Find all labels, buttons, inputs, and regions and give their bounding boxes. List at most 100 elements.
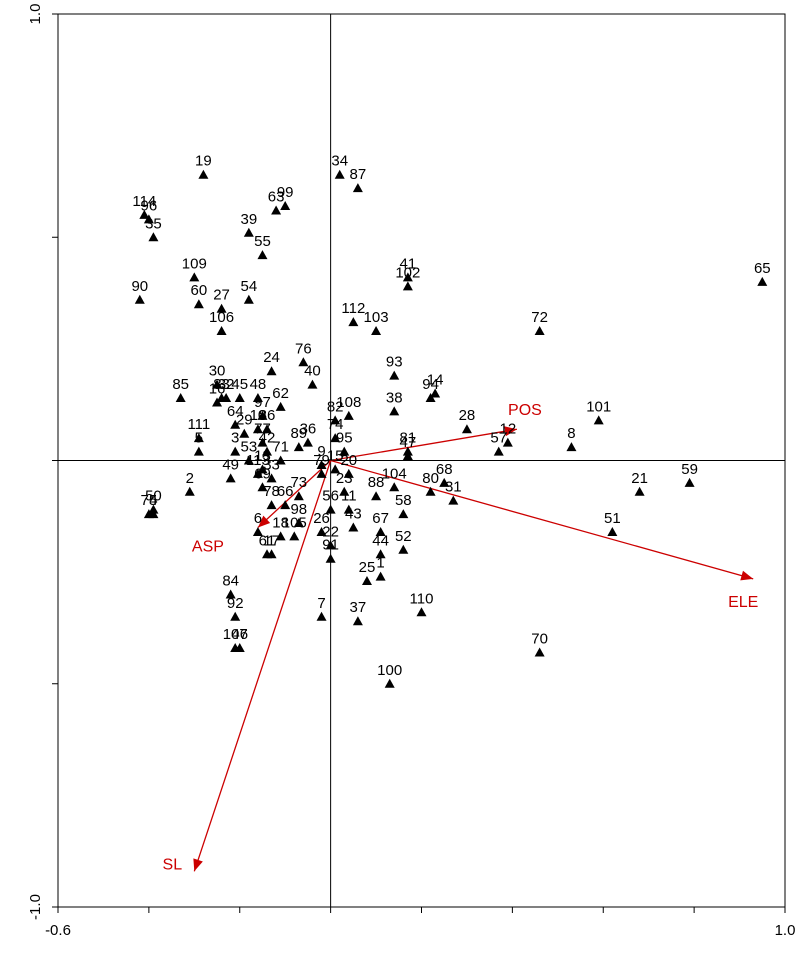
point-marker: [266, 473, 277, 483]
point-marker: [148, 504, 159, 514]
point-label: 112: [341, 300, 365, 317]
point-label: 97: [254, 394, 271, 411]
point-marker: [175, 392, 186, 402]
point-marker: [339, 446, 350, 456]
point-label: 100: [377, 662, 402, 679]
point-label: 26: [313, 510, 330, 527]
point-marker: [439, 477, 450, 487]
point-marker: [316, 611, 327, 621]
point-marker: [289, 531, 300, 541]
point-label: 47: [400, 434, 417, 451]
point-marker: [134, 294, 145, 304]
point-marker: [257, 437, 268, 447]
point-label: 105: [282, 514, 307, 531]
point-label: 1: [376, 555, 384, 572]
point-label: 24: [263, 349, 280, 366]
point-label: 2: [186, 470, 194, 487]
point-marker: [243, 294, 254, 304]
point-label: 27: [213, 287, 230, 304]
point-label: 7: [317, 595, 325, 612]
point-label: 21: [631, 470, 648, 487]
point-marker: [330, 415, 341, 425]
point-marker: [325, 553, 336, 563]
vector-label-asp: ASP: [192, 538, 224, 555]
point-marker: [262, 424, 273, 434]
point-label: 69: [254, 465, 271, 482]
point-marker: [275, 455, 286, 465]
point-marker: [198, 169, 209, 179]
point-marker: [416, 607, 427, 617]
point-label: 110: [410, 590, 434, 607]
point-label: 82: [327, 398, 344, 415]
point-marker: [384, 678, 395, 688]
point-marker: [566, 442, 577, 452]
point-label: 67: [372, 510, 389, 527]
point-label: 37: [350, 599, 367, 616]
point-label: 113: [246, 452, 270, 469]
point-label: 103: [364, 309, 389, 326]
point-label: 83: [213, 376, 230, 393]
point-label: 84: [222, 572, 239, 589]
y-tick-label: -1.0: [27, 894, 44, 920]
point-marker: [225, 473, 236, 483]
point-marker: [293, 518, 304, 528]
point-label: 81: [400, 430, 417, 447]
point-label: 74: [327, 416, 344, 433]
point-label: 12: [499, 421, 516, 438]
point-label: 30: [209, 363, 226, 380]
point-label: 28: [459, 407, 476, 424]
point-label: 18: [272, 514, 289, 531]
point-marker: [375, 526, 386, 536]
point-marker: [352, 183, 363, 193]
point-marker: [280, 500, 291, 510]
point-marker: [257, 410, 268, 420]
point-marker: [252, 392, 263, 402]
point-label: 108: [336, 394, 361, 411]
point-marker: [348, 522, 359, 532]
point-label: 111: [187, 416, 210, 433]
point-label: 9: [317, 443, 325, 460]
point-marker: [239, 428, 250, 438]
point-marker: [371, 326, 382, 336]
point-label: 3: [231, 430, 239, 447]
point-marker: [316, 459, 327, 469]
point-marker: [343, 410, 354, 420]
point-label: 101: [586, 398, 611, 415]
point-label: 56: [322, 488, 339, 505]
point-marker: [280, 200, 291, 210]
point-label: 40: [304, 363, 321, 380]
y-tick-label: 1.0: [27, 4, 44, 25]
point-marker: [252, 526, 263, 536]
point-marker: [461, 424, 472, 434]
point-marker: [298, 357, 309, 367]
point-label: 94: [422, 376, 439, 393]
point-marker: [325, 504, 336, 514]
point-label: 25: [359, 559, 376, 576]
point-label: 61: [259, 532, 276, 549]
point-marker: [243, 455, 254, 465]
point-label: 86: [259, 407, 276, 424]
point-label: 114: [132, 193, 156, 210]
point-label: 109: [182, 255, 207, 272]
point-label: 46: [231, 626, 248, 643]
point-label: 79: [313, 452, 330, 469]
point-label: 85: [172, 376, 189, 393]
point-marker: [307, 379, 318, 389]
point-label: 104: [382, 465, 407, 482]
point-label: 78: [263, 483, 280, 500]
point-label: 88: [368, 474, 385, 491]
point-marker: [389, 406, 400, 416]
point-label: 51: [604, 510, 621, 527]
point-marker: [234, 392, 245, 402]
point-marker: [534, 647, 545, 657]
point-label: 77: [254, 421, 271, 438]
point-marker: [330, 433, 341, 443]
point-label: 49: [222, 456, 239, 473]
point-marker: [593, 415, 604, 425]
point-marker: [389, 482, 400, 492]
point-marker: [371, 491, 382, 501]
point-label: 52: [395, 528, 412, 545]
point-label: 39: [240, 211, 257, 228]
point-marker: [193, 299, 204, 309]
point-label: 10: [250, 407, 267, 424]
